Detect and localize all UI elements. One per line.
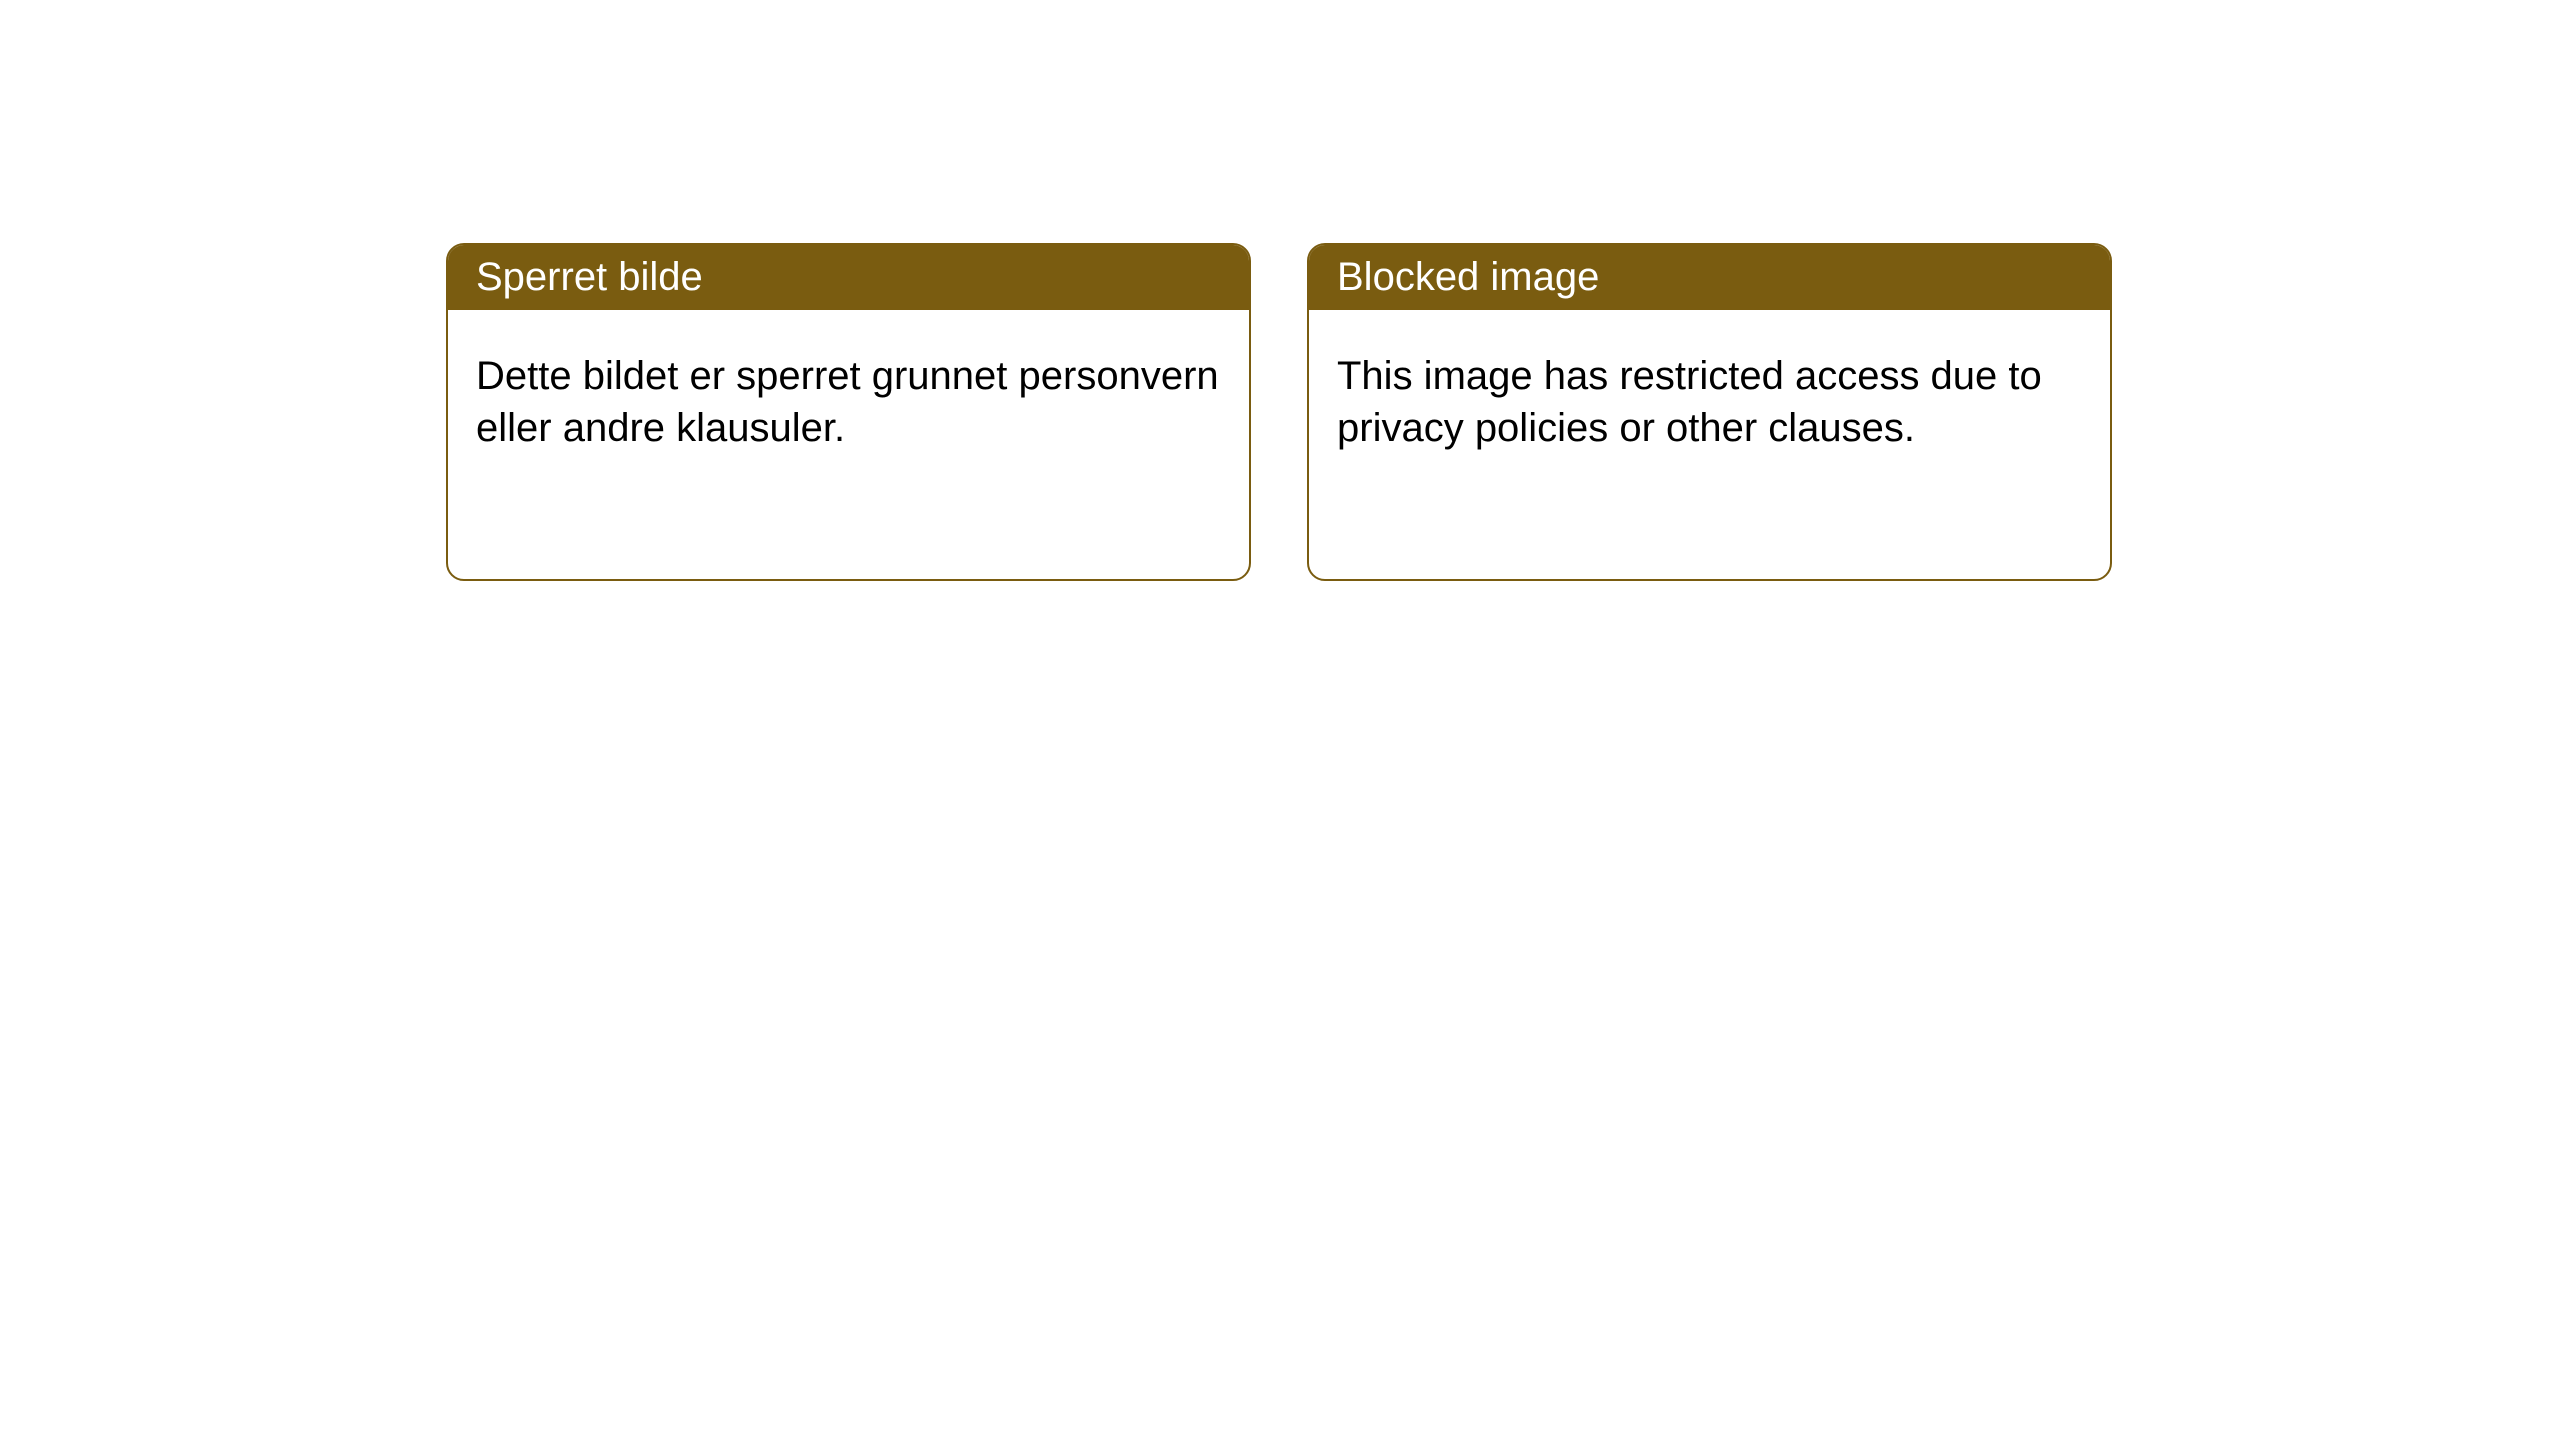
card-title: Blocked image: [1337, 255, 1599, 299]
card-body-text: This image has restricted access due to …: [1337, 354, 2042, 450]
card-body-text: Dette bildet er sperret grunnet personve…: [476, 354, 1219, 450]
card-header: Blocked image: [1309, 245, 2110, 310]
card-header: Sperret bilde: [448, 245, 1249, 310]
card-body: Dette bildet er sperret grunnet personve…: [448, 310, 1249, 494]
card-body: This image has restricted access due to …: [1309, 310, 2110, 494]
notice-card-english: Blocked image This image has restricted …: [1307, 243, 2112, 581]
notice-container: Sperret bilde Dette bildet er sperret gr…: [0, 0, 2560, 581]
card-title: Sperret bilde: [476, 255, 703, 299]
notice-card-norwegian: Sperret bilde Dette bildet er sperret gr…: [446, 243, 1251, 581]
